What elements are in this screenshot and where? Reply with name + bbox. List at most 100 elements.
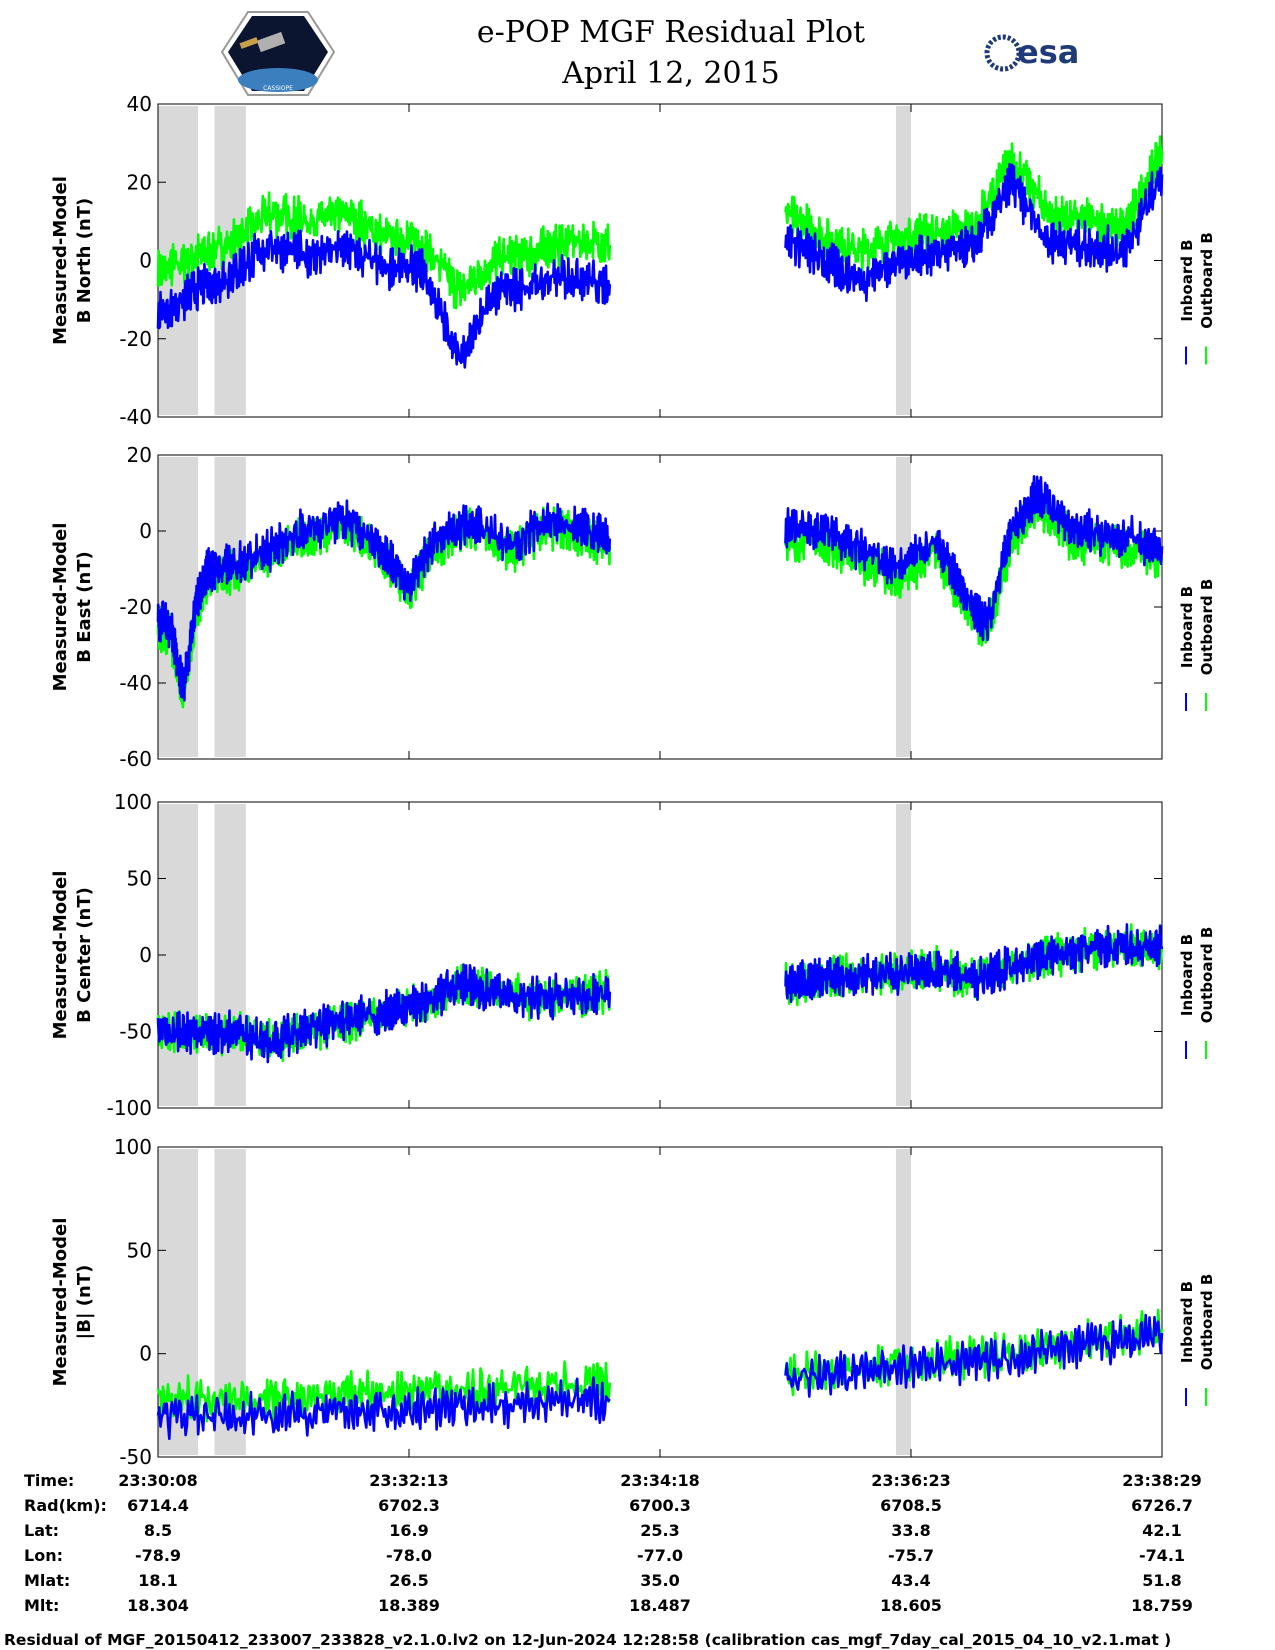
shaded-band [895,1149,911,1455]
panel-total: -50 0 50 100 Measured-Model |B| (nT) Inboard B… [50,1135,1216,1469]
x-table-row-label: Mlat: [24,1571,70,1590]
esa-logo-text: esa [1017,33,1079,71]
x-table-cell: 6700.3 [629,1496,691,1515]
y-tick-label: 50 [127,867,152,891]
inboard-series [784,474,1164,642]
cassiope-mission-logo: CASSIOPE [220,11,336,96]
x-table-cell: 23:32:13 [369,1471,449,1490]
y-axis-label-line: B Center (nT) [74,887,95,1023]
x-table-cell: 43.4 [891,1571,930,1590]
y-axis-label: Measured-Model |B| (nT) [50,1218,95,1387]
y-axis-label-line: Measured-Model [50,523,71,692]
legend-inboard-label: Inboard B [1178,934,1196,1016]
x-table-cell: 33.8 [891,1521,930,1540]
y-tick-label: 0 [139,249,152,273]
y-tick-label: -50 [119,1445,152,1469]
shaded-band [214,457,246,757]
inboard-series [784,1313,1164,1398]
y-axis-label-line: Measured-Model [50,871,71,1040]
x-table-cell: 6714.4 [127,1496,189,1515]
x-table-cell: -78.0 [386,1546,432,1565]
x-table-row-label: Mlt: [24,1596,59,1615]
x-table-cell: 6702.3 [378,1496,440,1515]
y-axis-label-line: Measured-Model [50,1218,71,1387]
header: CASSIOPE e-POP MGF Residual Plot April 1… [220,11,1079,96]
x-table-cell: 18.389 [378,1596,440,1615]
x-table-cell: 18.605 [880,1596,942,1615]
x-table-cell: 18.304 [127,1596,189,1615]
y-tick-label: -20 [119,327,152,351]
y-tick-label: 100 [114,790,152,814]
y-tick-label: 40 [127,92,152,116]
footer-caption: Residual of MGF_20150412_233007_233828_v… [4,1631,1171,1649]
x-table-cell: -78.9 [135,1546,181,1565]
shaded-band [895,457,911,757]
x-table-cell: 23:36:23 [871,1471,951,1490]
x-table-row-label: Lat: [24,1521,59,1540]
x-table-cell: 18.1 [138,1571,177,1590]
inboard-series [156,499,612,702]
x-table-cell: 35.0 [640,1571,679,1590]
x-table-cell: -75.7 [888,1546,934,1565]
legend-inboard-label: Inboard B [1178,1281,1196,1363]
x-table-cell: 51.8 [1142,1571,1181,1590]
panel-center: -100 -50 0 50 100 Measured-Model B Center (nT)… [50,790,1216,1120]
y-axis-label-line: B North (nT) [74,198,95,324]
y-axis-label-line: B East (nT) [74,551,95,663]
y-tick-label: -60 [119,747,152,771]
plot-frame [157,454,1163,760]
y-tick-label: -20 [119,595,152,619]
x-table-cell: 25.3 [640,1521,679,1540]
inboard-series [156,229,612,369]
x-table-cell: 8.5 [144,1521,172,1540]
y-tick-label: 0 [139,943,152,967]
inboard-series [784,162,1164,303]
x-table-cell: 6708.5 [880,1496,942,1515]
y-tick-label: 20 [127,443,152,467]
chart-date: April 12, 2015 [561,56,780,91]
legend-inboard-label: Inboard B [1178,586,1196,668]
outboard-series [784,1308,1164,1397]
x-table-cell: -74.1 [1139,1546,1185,1565]
legend-outboard-label: Outboard B [1198,579,1216,676]
x-table-cell: 18.759 [1131,1596,1193,1615]
x-table-cell: -77.0 [637,1546,683,1565]
y-tick-label: -40 [119,405,152,429]
plot-frame [157,1146,1163,1458]
x-table-cell: 26.5 [389,1571,428,1590]
y-axis-label-line: Measured-Model [50,176,71,345]
x-axis-info-table: Time: Rad(km): Lat: Lon: Mlat: Mlt: 23:30:08 67… [24,1471,1202,1615]
y-tick-label: -50 [119,1020,152,1044]
legend-outboard-label: Outboard B [1198,232,1216,329]
y-tick-label: 0 [139,519,152,543]
x-table-cell: 18.487 [629,1596,691,1615]
legend-outboard-label: Outboard B [1198,927,1216,1024]
panel-north: -40 -20 0 20 40 Measured-Model B North (nT) Inb… [50,92,1216,429]
x-table-cell: 6726.7 [1131,1496,1193,1515]
x-table-cell: 23:34:18 [620,1471,700,1490]
chart-title: e-POP MGF Residual Plot [477,15,865,50]
x-table-row-label: Lon: [24,1546,63,1565]
shaded-band [895,804,911,1106]
x-table-row-label: Time: [24,1471,74,1490]
inboard-series [156,963,612,1064]
panel-east: -60 -40 -20 0 20 Measured-Model B East (nT) Inb… [50,443,1216,771]
y-tick-label: -100 [107,1096,152,1120]
legend-outboard-label: Outboard B [1198,1274,1216,1371]
y-axis-label-line: |B| (nT) [74,1265,95,1340]
x-table-cell: 16.9 [389,1521,428,1540]
y-tick-label: 0 [139,1342,152,1366]
cassiope-logo-text: CASSIOPE [263,85,293,92]
y-axis-label: Measured-Model B East (nT) [50,523,95,692]
y-axis-label: Measured-Model B Center (nT) [50,871,95,1040]
y-axis-label: Measured-Model B North (nT) [50,176,95,345]
y-tick-label: 20 [127,170,152,194]
esa-logo: esa [984,33,1079,72]
x-table-cell: 23:38:29 [1122,1471,1202,1490]
inboard-series [156,1376,611,1441]
shaded-band [214,804,246,1106]
y-tick-label: 100 [114,1135,152,1159]
y-tick-label: 50 [127,1238,152,1262]
